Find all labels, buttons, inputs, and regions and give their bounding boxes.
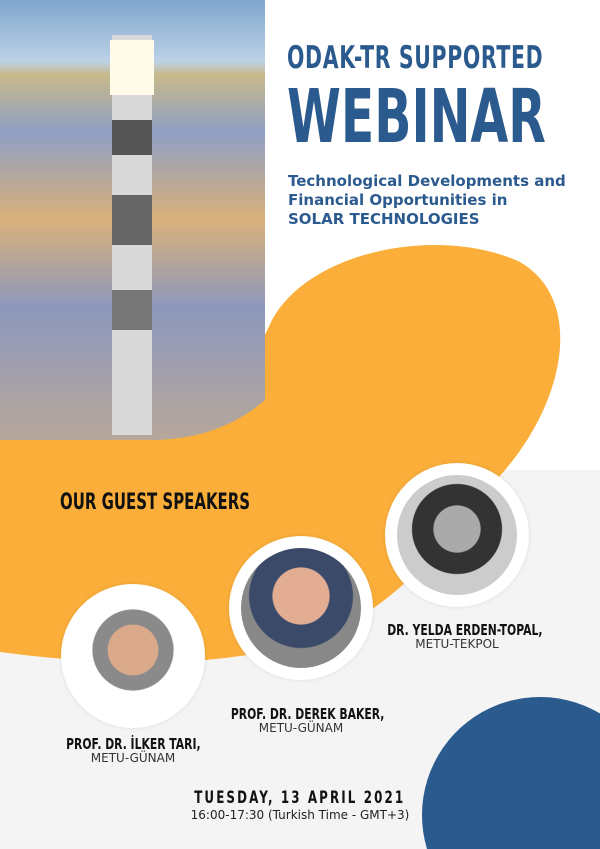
header-line1: ODAK-TR SUPPORTED (287, 40, 544, 76)
event-date: TUESDAY, 13 APRIL 2021 (194, 788, 406, 808)
speaker-name: PROF. DR. İLKER TARI, (65, 735, 201, 753)
speaker-2: PROF. DR. DEREK BAKER, METU-GÜNAM (201, 704, 401, 735)
speaker-name: DR. YELDA ERDEN-TOPAL, (387, 621, 543, 639)
speaker-affiliation: METU-TEKPOL (415, 637, 499, 651)
speaker-affiliation: METU-GÜNAM (90, 751, 176, 765)
speaker-name: PROF. DR. DEREK BAKER, (230, 705, 385, 723)
speaker-3: DR. YELDA ERDEN-TOPAL, METU-TEKPOL (357, 620, 557, 651)
speaker-photo-1 (61, 584, 205, 728)
subtitle-line: Technological Developments and (288, 172, 566, 190)
solar-tower-photo (0, 0, 265, 440)
speaker-1: PROF. DR. İLKER TARI, METU-GÜNAM (33, 734, 233, 765)
subtitle-line: Financial Opportunities in (288, 191, 508, 209)
section-title: OUR GUEST SPEAKERS (60, 490, 251, 515)
speaker-photo-2 (229, 536, 373, 680)
event-info: TUESDAY, 13 APRIL 2021 16:00-17:30 (Turk… (0, 788, 600, 822)
speaker-photo-3 (385, 463, 529, 607)
subtitle: Technological Developments and Financial… (288, 172, 566, 229)
subtitle-line: SOLAR TECHNOLOGIES (288, 210, 480, 228)
header-title: WEBINAR (287, 74, 546, 160)
speaker-affiliation: METU-GÜNAM (258, 721, 344, 735)
event-time: 16:00-17:30 (Turkish Time - GMT+3) (190, 808, 410, 822)
blue-circle (421, 697, 600, 849)
